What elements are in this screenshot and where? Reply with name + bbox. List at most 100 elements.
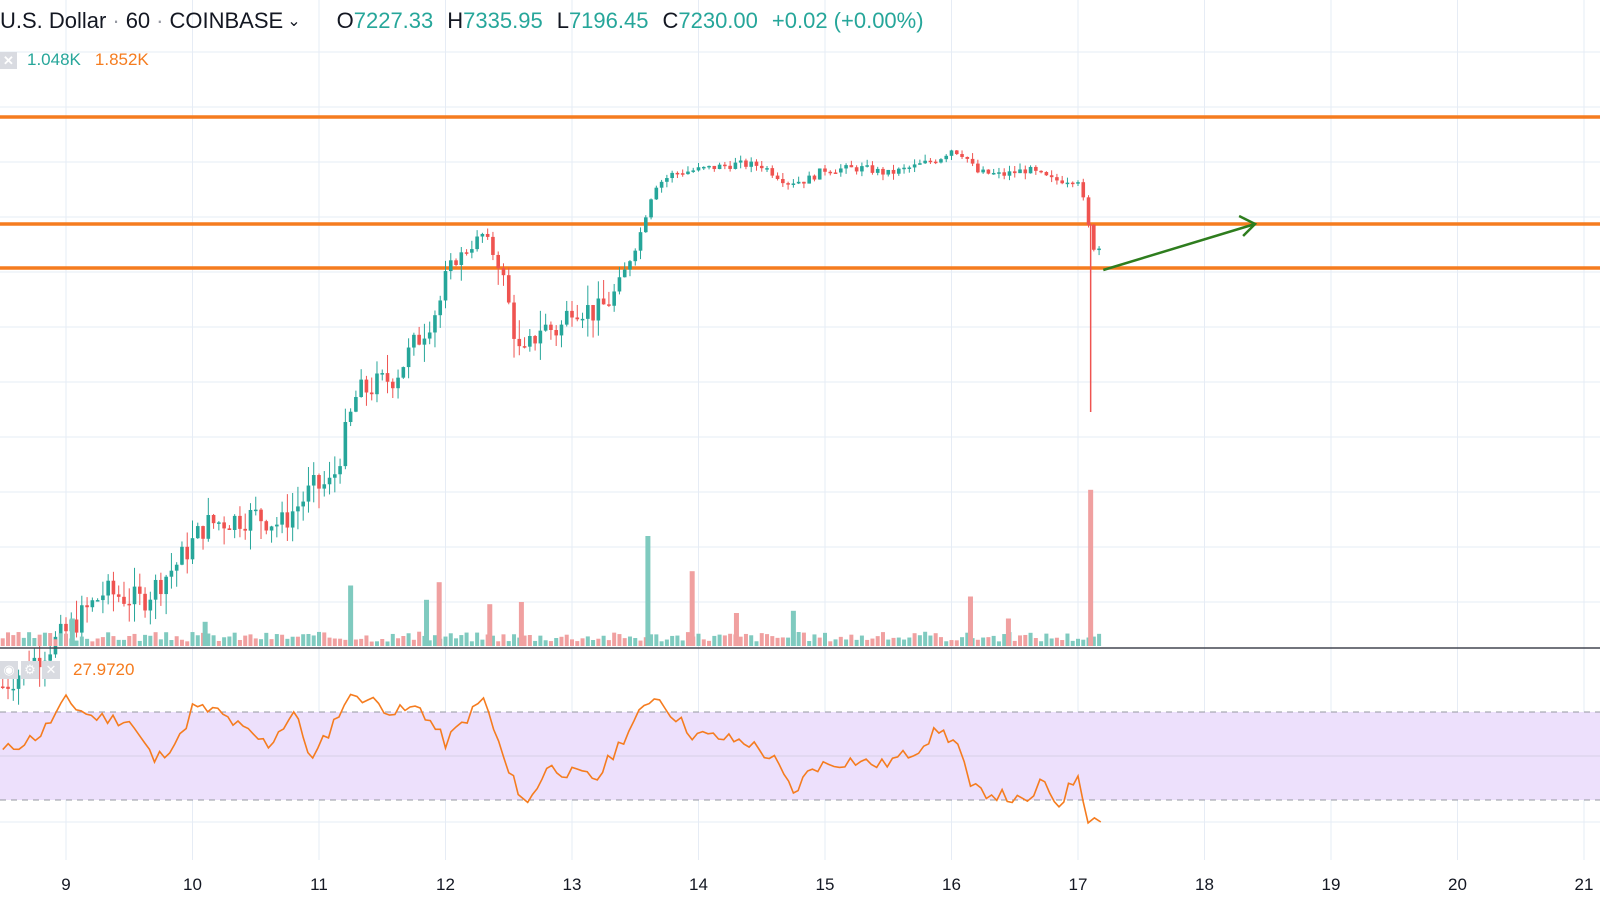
volume-bar bbox=[928, 635, 933, 646]
volume-bar bbox=[380, 639, 385, 646]
volume-bar bbox=[938, 637, 943, 646]
close-value: C7230.00 bbox=[662, 8, 758, 33]
volume-bar bbox=[659, 641, 664, 646]
eye-icon[interactable]: ◉ bbox=[0, 661, 18, 679]
candle-body bbox=[74, 619, 79, 633]
volume-bar bbox=[0, 638, 5, 646]
volume-bar bbox=[717, 634, 722, 646]
candle-body bbox=[406, 347, 411, 368]
volume-bar bbox=[622, 638, 627, 646]
volume-bar bbox=[411, 639, 416, 646]
candle-body bbox=[359, 379, 363, 398]
candle-body bbox=[227, 528, 232, 530]
candle-body bbox=[707, 165, 711, 168]
candle-body bbox=[80, 605, 84, 633]
volume-bar bbox=[211, 635, 216, 646]
volume-bar bbox=[459, 635, 464, 646]
volume-bar bbox=[1076, 638, 1080, 646]
candle-body bbox=[896, 168, 901, 174]
close-icon[interactable]: ✕ bbox=[42, 661, 60, 679]
candle-body bbox=[665, 178, 669, 182]
volume-bar bbox=[164, 632, 169, 646]
volume-bar bbox=[712, 635, 717, 646]
volume-bar bbox=[875, 636, 880, 646]
volume-bar bbox=[1023, 634, 1028, 646]
volume-bar bbox=[95, 638, 100, 646]
candle-body bbox=[1070, 182, 1075, 185]
candle-body bbox=[949, 150, 954, 156]
volume-bar bbox=[765, 634, 770, 646]
volume-spike bbox=[518, 602, 524, 646]
candle-body bbox=[433, 315, 437, 333]
candle-body bbox=[296, 506, 300, 512]
candle-body bbox=[169, 570, 174, 577]
volume-bar bbox=[1054, 637, 1059, 646]
candle-body bbox=[448, 260, 453, 272]
candle-body bbox=[844, 165, 848, 169]
candle-body bbox=[918, 163, 922, 165]
candle-body bbox=[791, 183, 796, 185]
interval: 60 bbox=[125, 8, 151, 33]
forecast-arrow[interactable] bbox=[1102, 214, 1258, 272]
candle-body bbox=[412, 334, 416, 348]
volume-bar bbox=[253, 638, 258, 646]
high-value: H7335.95 bbox=[447, 8, 543, 33]
candle-body bbox=[64, 623, 68, 632]
volume-bar bbox=[464, 632, 469, 646]
candle-body bbox=[269, 526, 274, 531]
volume-bar bbox=[306, 633, 311, 646]
volume-bar bbox=[812, 634, 817, 646]
symbol-selector[interactable]: U.S. Dollar · 60 · COINBASE ⌄ bbox=[0, 8, 301, 33]
volume-bar bbox=[949, 640, 954, 646]
candle-body bbox=[1055, 177, 1059, 181]
volume-bar bbox=[74, 640, 79, 646]
volume-bar bbox=[274, 634, 279, 646]
volume-bar bbox=[27, 632, 32, 646]
candle-body bbox=[159, 579, 163, 595]
volume-bar bbox=[828, 641, 833, 646]
candle-body bbox=[749, 161, 754, 167]
candle-body bbox=[116, 594, 121, 597]
candle-body bbox=[770, 168, 775, 176]
candle-body bbox=[417, 334, 421, 345]
gear-icon[interactable]: ⚙ bbox=[21, 661, 39, 679]
candle-body bbox=[248, 509, 253, 531]
volume-bar bbox=[728, 633, 733, 646]
candle-body bbox=[0, 686, 5, 688]
volume-bar bbox=[1033, 638, 1038, 646]
volume-bar bbox=[601, 635, 606, 646]
candle-body bbox=[939, 159, 943, 163]
candle-body bbox=[564, 310, 569, 325]
candle-body bbox=[960, 154, 964, 157]
candle-body bbox=[754, 161, 759, 166]
candle-body bbox=[712, 165, 717, 170]
volume-bar bbox=[322, 632, 327, 646]
volume-bar bbox=[148, 635, 153, 646]
volume-bar bbox=[954, 640, 959, 646]
volume-bar bbox=[685, 632, 690, 646]
candle-body bbox=[543, 324, 548, 331]
candle-body bbox=[643, 217, 648, 233]
volume-bar bbox=[633, 638, 638, 646]
volume-bar bbox=[127, 635, 132, 646]
close-icon[interactable]: ✕ bbox=[0, 51, 17, 69]
x-tick-label: 20 bbox=[1448, 875, 1467, 894]
candle-body bbox=[1012, 171, 1017, 174]
candle-body bbox=[849, 165, 854, 168]
candle-body bbox=[691, 170, 696, 172]
x-tick-label: 16 bbox=[942, 875, 961, 894]
candle-body bbox=[717, 164, 722, 170]
chevron-down-icon[interactable]: ⌄ bbox=[287, 13, 301, 30]
volume-bar bbox=[264, 632, 269, 646]
volume-spike bbox=[436, 582, 442, 646]
candle-body bbox=[744, 160, 748, 167]
volume-bar bbox=[58, 633, 63, 646]
horizontal-levels[interactable] bbox=[0, 115, 1600, 270]
volume-bar bbox=[53, 639, 58, 646]
candle-body bbox=[143, 593, 147, 611]
candle-body bbox=[986, 169, 991, 174]
arrow-head bbox=[1238, 214, 1258, 237]
candle-body bbox=[375, 373, 379, 395]
volume-bar bbox=[675, 635, 680, 646]
